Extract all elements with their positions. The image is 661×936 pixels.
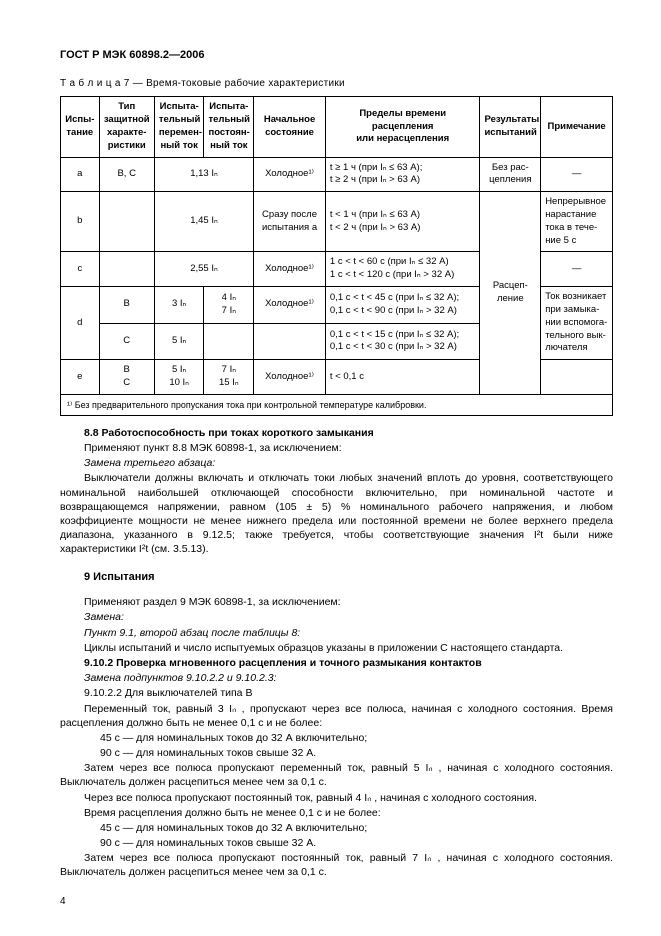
s9-p7: 9.10.2.2 Для выключателей типа В [60, 686, 613, 700]
s88-p1: Применяют пункт 8.8 МЭК 60898-1, за искл… [60, 441, 613, 455]
s9-p9: Затем через все полюса пропускают переме… [60, 761, 613, 789]
row-footnote: ¹⁾ Без предварительного пропускания тока… [61, 394, 613, 415]
s9-l3: 45 с — для номинальных токов до 32 А вкл… [100, 821, 613, 835]
s9-l2: 90 с — для номинальных токов свыше 32 А. [100, 746, 613, 760]
th-note: Примечание [541, 97, 613, 157]
th-limits: Пределы времени расцепления или нерасцеп… [325, 97, 480, 157]
s88-p3: Выключатели должны включать и отключать … [60, 471, 613, 556]
s9-p6: Замена подпунктов 9.10.2.2 и 9.10.2.3: [60, 671, 613, 685]
th-test: Испы- тание [61, 97, 100, 157]
th-result: Результаты испытаний [480, 97, 541, 157]
s88-title: 8.8 Работоспособность при токах коротког… [60, 426, 613, 440]
s88-p2: Замена третьего абзаца: [60, 456, 613, 470]
th-ac: Испыта- тельный перемен- ный ток [154, 97, 204, 157]
s9-l1: 45 с — для номинальных токов до 32 А вкл… [100, 731, 613, 745]
th-state: Начальное состояние [254, 97, 326, 157]
s9-p5: 9.10.2 Проверка мгновенного расцепления … [60, 656, 613, 670]
s9-p11: Время расцепления должно быть не менее 0… [60, 806, 613, 820]
s9-p8: Переменный ток, равный 3 Iₙ , пропускают… [60, 702, 613, 730]
s9-p2: Замена: [60, 610, 613, 624]
s9-p1: Применяют раздел 9 МЭК 60898-1, за исклю… [60, 595, 613, 609]
s9-p3: Пункт 9.1, второй абзац после таблицы 8: [60, 626, 613, 640]
s9-p10: Через все полюса пропускают постоянный т… [60, 791, 613, 805]
doc-header: ГОСТ Р МЭК 60898.2—2006 [60, 48, 613, 63]
s9-title: 9 Испытания [60, 570, 613, 585]
th-dc: Испыта- тельный постоян- ный ток [204, 97, 254, 157]
s9-l4: 90 с — для номинальных токов свыше 32 А. [100, 836, 613, 850]
row-a: a B, C 1,13 Iₙ Холодное¹⁾ t ≥ 1 ч (при I… [61, 157, 613, 192]
page-number: 4 [60, 895, 66, 909]
th-type: Тип защитной характе- ристики [99, 97, 154, 157]
s9-p12: Затем через все полюса пропускают постоя… [60, 851, 613, 879]
table-7: Испы- тание Тип защитной характе- ристик… [60, 96, 613, 416]
table-caption: Т а б л и ц а 7 — Время-токовые рабочие … [60, 77, 613, 91]
s9-p4: Циклы испытаний и число испытуемых образ… [60, 641, 613, 655]
row-b: b 1,45 Iₙ Сразу после испытания а t < 1 … [61, 192, 613, 252]
